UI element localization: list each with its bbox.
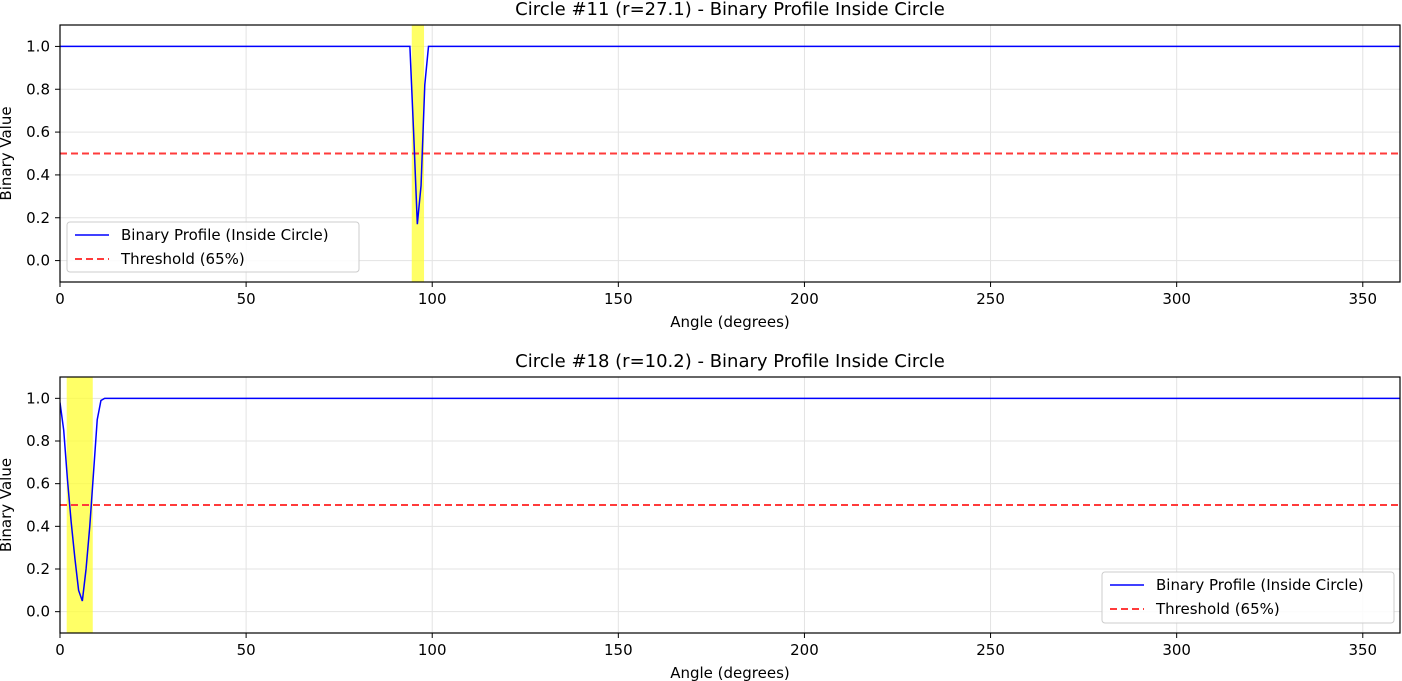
y-tick-label: 0.4: [26, 517, 50, 535]
series-line-binary-profile: [60, 45, 1400, 225]
chart-title: Circle #11 (r=27.1) - Binary Profile Ins…: [515, 0, 945, 20]
y-tick-label: 1.0: [26, 389, 50, 407]
series-line-binary-profile: [60, 397, 1400, 602]
axes-frame: [59, 24, 1401, 283]
legend-label-threshold: Threshold (65%): [1155, 600, 1280, 618]
legend: Binary Profile (Inside Circle) Threshold …: [1101, 571, 1395, 624]
x-tick-label: 150: [604, 290, 633, 308]
x-tick-label: 100: [418, 641, 447, 659]
y-tick-label: 0.4: [26, 166, 50, 184]
x-tick-label: 50: [237, 290, 256, 308]
y-tick-label: 0.0: [26, 252, 50, 270]
legend-label-binary-profile: Binary Profile (Inside Circle): [121, 226, 329, 244]
x-tick-label: 350: [1348, 641, 1377, 659]
legend: Binary Profile (Inside Circle) Threshold …: [66, 221, 360, 273]
x-tick-label: 250: [976, 290, 1005, 308]
x-tick-label: 0: [55, 290, 65, 308]
x-tick-label: 50: [237, 641, 256, 659]
y-tick-label: 0.8: [26, 432, 50, 450]
x-tick-label: 300: [1162, 290, 1191, 308]
y-tick-label: 0.8: [26, 80, 50, 98]
x-tick-label: 100: [418, 290, 447, 308]
y-tick-label: 0.6: [26, 123, 50, 141]
x-tick-label: 0: [55, 641, 65, 659]
axes-frame: [59, 376, 1401, 634]
x-tick-label: 250: [976, 641, 1005, 659]
x-tick-label: 300: [1162, 641, 1191, 659]
chart-panel-2: 0 50 100 150 200 250 300 350 0.0 0.2 0.4 0.6 0.8 1.0 C…: [0, 351, 1401, 681]
x-tick-label: 200: [790, 641, 819, 659]
y-tick-label: 0.2: [26, 209, 50, 227]
legend-box: [66, 221, 360, 273]
y-axis-label: Binary Value: [0, 458, 15, 552]
chart-panel-1: 0 50 100 150 200 250 300 350 0.0 0.2 0.4 0.6 0.8 1.0 C…: [0, 0, 1401, 331]
x-tick-label: 350: [1348, 290, 1377, 308]
x-axis-label: Angle (degrees): [670, 313, 790, 331]
legend-label-threshold: Threshold (65%): [120, 250, 245, 268]
x-tick-label: 150: [604, 641, 633, 659]
y-tick-label: 0.6: [26, 475, 50, 493]
legend-label-binary-profile: Binary Profile (Inside Circle): [1156, 576, 1364, 594]
y-axis-label: Binary Value: [0, 106, 15, 200]
x-axis-label: Angle (degrees): [670, 664, 790, 681]
x-tick-label: 200: [790, 290, 819, 308]
legend-box: [1101, 571, 1395, 624]
y-tick-label: 0.0: [26, 603, 50, 621]
y-tick-label: 1.0: [26, 37, 50, 55]
y-tick-label: 0.2: [26, 560, 50, 578]
chart-title: Circle #18 (r=10.2) - Binary Profile Ins…: [515, 351, 945, 372]
